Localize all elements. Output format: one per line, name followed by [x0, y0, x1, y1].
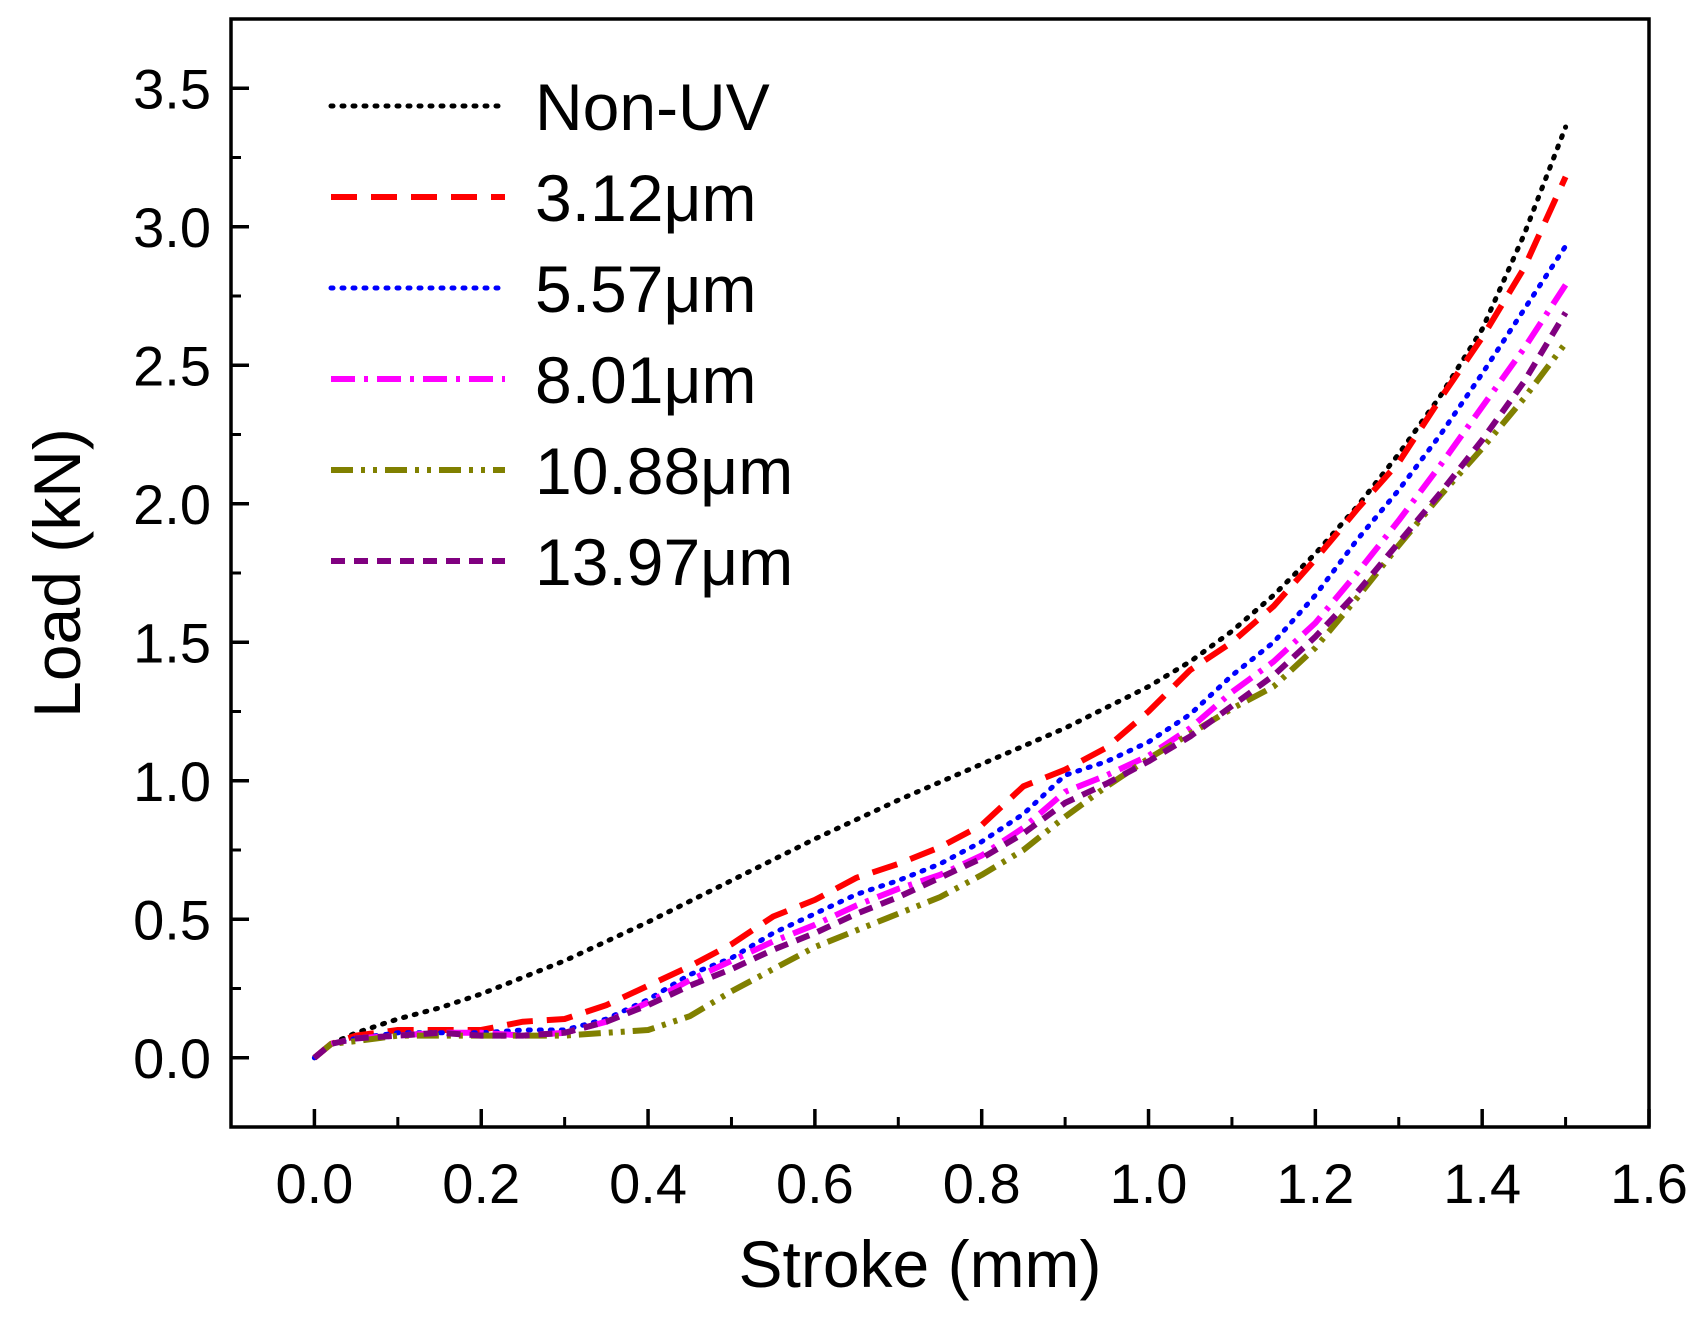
- y-tick-label: 3.0: [133, 196, 211, 259]
- legend-label: 8.01μm: [535, 343, 756, 417]
- x-tick-label: 0.0: [275, 1152, 353, 1215]
- series-line-8-01-m: [312, 283, 1569, 1061]
- legend-entry: 8.01μm: [331, 343, 756, 417]
- series-line-3-12-m: [312, 175, 1569, 1061]
- legend-entry: 3.12μm: [331, 161, 756, 235]
- series-line-non-uv: [311, 124, 1569, 1061]
- y-tick-label: 1.5: [133, 611, 211, 674]
- series-line-10-88-m: [312, 341, 1568, 1061]
- legend-label: 3.12μm: [535, 161, 756, 235]
- y-tick-label: 2.0: [133, 473, 211, 536]
- plot-frame: [229, 17, 1651, 1129]
- x-tick-label: 0.6: [776, 1152, 854, 1215]
- y-axis-title: Load (kN): [20, 428, 94, 718]
- y-tick-label: 0.0: [133, 1027, 211, 1090]
- x-tick-label: 0.4: [609, 1152, 687, 1215]
- x-tick-label: 1.2: [1276, 1152, 1354, 1215]
- y-tick-label: 0.5: [133, 888, 211, 951]
- series-line-5-57-m: [311, 243, 1569, 1061]
- series-layer: [311, 124, 1569, 1061]
- x-tick-label: 1.6: [1610, 1152, 1688, 1215]
- legend-label: 13.97μm: [535, 525, 793, 599]
- series-line-13-97-m: [312, 311, 1569, 1061]
- legend: Non-UV 3.12μm 5.57μm 8.01μm 10.88μm 13.97μm: [328, 70, 793, 599]
- axis-tick-labels: 0.0 0.2 0.4 0.6 0.8 1.0 1.2 1.4 1.6 0.0 0.5 1.0 1.5 2…: [133, 57, 1688, 1215]
- x-tick-label: 0.2: [442, 1152, 520, 1215]
- y-tick-label: 1.0: [133, 750, 211, 813]
- axis-ticks: [231, 86, 1651, 1127]
- legend-label: 10.88μm: [535, 434, 793, 508]
- x-tick-label: 1.4: [1443, 1152, 1521, 1215]
- x-tick-label: 0.8: [943, 1152, 1021, 1215]
- x-axis-title: Stroke (mm): [739, 1227, 1102, 1301]
- legend-label: Non-UV: [535, 70, 770, 144]
- y-tick-label: 3.5: [133, 57, 211, 120]
- y-tick-label: 2.5: [133, 334, 211, 397]
- x-tick-label: 1.0: [1110, 1152, 1188, 1215]
- legend-entry: Non-UV: [328, 70, 770, 144]
- legend-entry: 10.88μm: [331, 434, 793, 508]
- legend-entry: 13.97μm: [331, 525, 793, 599]
- legend-label: 5.57μm: [535, 252, 756, 326]
- legend-entry: 5.57μm: [328, 252, 756, 326]
